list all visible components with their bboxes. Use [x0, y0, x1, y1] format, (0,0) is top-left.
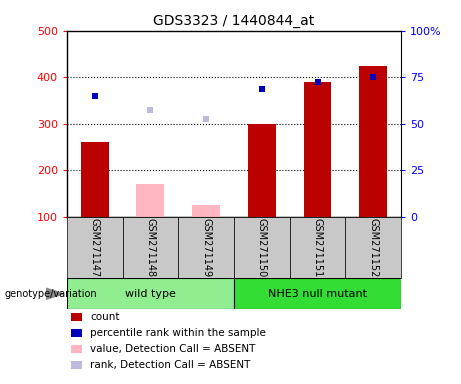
- Bar: [248, 124, 276, 217]
- Text: genotype/variation: genotype/variation: [5, 289, 97, 299]
- Bar: [67, 278, 234, 309]
- Bar: [345, 217, 401, 278]
- Text: value, Detection Call = ABSENT: value, Detection Call = ABSENT: [90, 344, 255, 354]
- Bar: [67, 217, 123, 278]
- Text: wild type: wild type: [125, 289, 176, 299]
- Text: NHE3 null mutant: NHE3 null mutant: [268, 289, 367, 299]
- Bar: [123, 217, 178, 278]
- Text: GSM271148: GSM271148: [145, 218, 155, 277]
- Bar: [234, 217, 290, 278]
- Text: GSM271147: GSM271147: [90, 218, 100, 277]
- Text: GSM271150: GSM271150: [257, 218, 267, 277]
- Text: count: count: [90, 312, 119, 322]
- Text: GSM271151: GSM271151: [313, 218, 323, 277]
- Bar: [359, 66, 387, 217]
- Title: GDS3323 / 1440844_at: GDS3323 / 1440844_at: [154, 14, 314, 28]
- Text: GSM271149: GSM271149: [201, 218, 211, 277]
- Text: percentile rank within the sample: percentile rank within the sample: [90, 328, 266, 338]
- Bar: [81, 142, 109, 217]
- Text: rank, Detection Call = ABSENT: rank, Detection Call = ABSENT: [90, 360, 250, 370]
- Text: GSM271152: GSM271152: [368, 218, 378, 277]
- Bar: [304, 82, 331, 217]
- Bar: [192, 205, 220, 217]
- Bar: [234, 278, 401, 309]
- Bar: [178, 217, 234, 278]
- Polygon shape: [46, 288, 64, 299]
- Bar: [136, 184, 164, 217]
- Bar: [290, 217, 345, 278]
